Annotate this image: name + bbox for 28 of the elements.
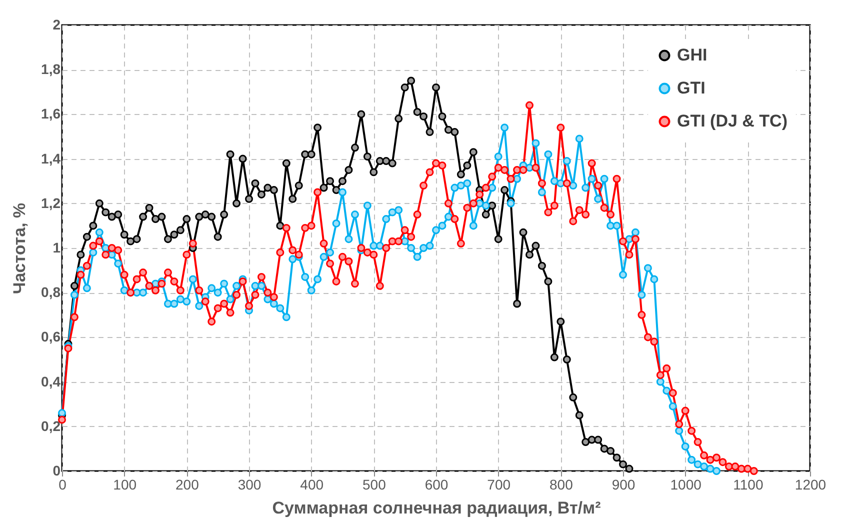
legend-label: GHI <box>677 46 708 64</box>
x-tick-label: 300 <box>238 476 262 492</box>
x-tick-label: 1100 <box>733 476 764 492</box>
x-tick-label: 400 <box>300 476 324 492</box>
x-tick-label: 100 <box>113 476 137 492</box>
y-tick-label: 0,6 <box>41 328 61 345</box>
y-tick-label: 1,2 <box>41 194 61 211</box>
x-tick-label: 1200 <box>794 476 826 492</box>
x-tick-label: 900 <box>612 476 636 492</box>
legend-label: GTI <box>677 78 706 98</box>
x-tick-label: 1000 <box>670 476 702 492</box>
y-tick-label: 1,8 <box>41 61 61 78</box>
x-tick-label: 200 <box>175 476 200 492</box>
x-tick-label: 700 <box>487 476 511 492</box>
y-tick-label: 1,4 <box>41 150 61 166</box>
x-tick-label: 500 <box>362 476 386 492</box>
y-tick-label: 0,4 <box>41 373 61 390</box>
x-tick-label: 800 <box>549 476 574 492</box>
y-tick-label: 0 <box>52 462 61 478</box>
y-tick-label: 2 <box>52 16 61 32</box>
y-tick-label: 1,6 <box>41 106 61 122</box>
legend-label: GTI (DJ & TC) <box>677 112 788 130</box>
y-tick-label: 0,8 <box>41 284 61 300</box>
x-axis-title: Суммарная солнечная радиация, Вт/м² <box>272 498 602 518</box>
y-axis-title: Частота, % <box>10 202 30 294</box>
y-tick-label: 0,2 <box>41 418 61 434</box>
y-tick-label: 1 <box>52 240 61 256</box>
x-tick-label: 600 <box>424 476 448 492</box>
